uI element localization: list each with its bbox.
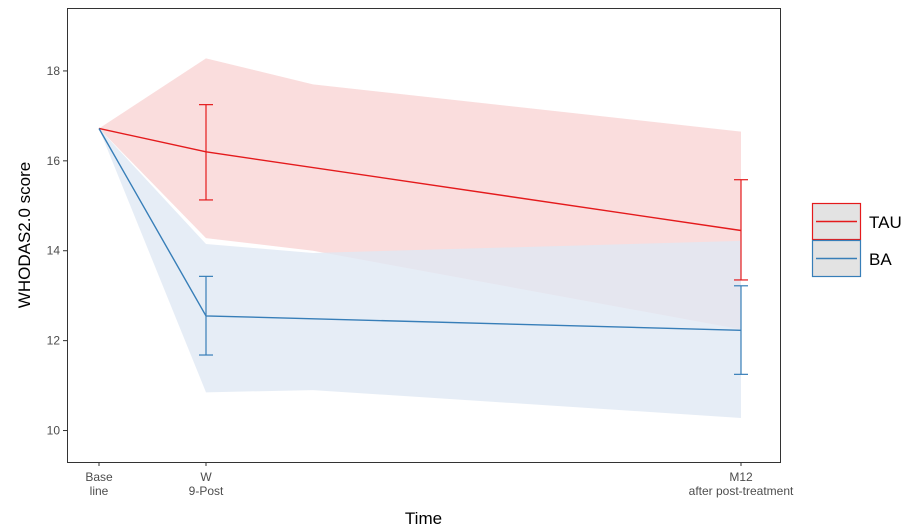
legend-item-tau: TAU [811, 202, 902, 241]
x-tick-label: after post-treatment [689, 484, 794, 498]
band-ba [99, 128, 741, 418]
x-tick-label: M12 [729, 470, 753, 484]
errorbar-ba [734, 285, 748, 375]
x-tick-label: 9-Post [189, 484, 224, 498]
errorbar-tau [199, 104, 213, 201]
x-tick-label: W [200, 470, 212, 484]
y-axis-title: WHODAS2.0 score [15, 162, 34, 308]
x-tick-label: line [90, 484, 109, 498]
errorbar-tau [734, 179, 748, 281]
y-tick-label: 12 [47, 334, 61, 348]
legend-item-ba: BA [811, 239, 892, 278]
x-tick-label: Base [85, 470, 113, 484]
y-tick-label: 10 [47, 424, 61, 438]
legend-label: TAU [869, 213, 902, 232]
confidence-bands [99, 58, 741, 418]
legend-label: BA [869, 250, 892, 269]
plot-panel-border [67, 8, 781, 463]
errorbar-ba [199, 275, 213, 356]
y-tick-label: 14 [47, 244, 61, 258]
x-axis-title: Time [405, 509, 442, 528]
error-bars [199, 104, 748, 375]
y-axis: 10 12 14 16 18 [47, 64, 67, 438]
y-tick-label: 16 [47, 154, 61, 168]
y-tick-label: 18 [47, 64, 61, 78]
legend: TAU BA [811, 202, 902, 278]
